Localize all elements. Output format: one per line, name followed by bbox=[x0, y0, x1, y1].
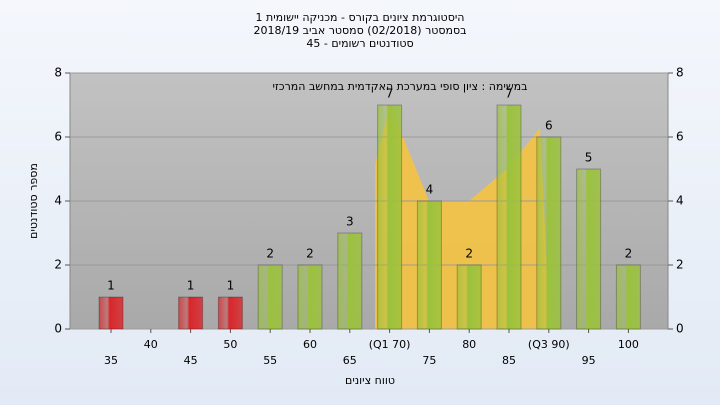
chart-title: היסטוגרמת ציונים בקורס - מכניקה יישומית … bbox=[256, 11, 465, 24]
x-tick-label: 75 bbox=[422, 354, 436, 367]
data-label: 2 bbox=[306, 247, 314, 261]
y-tick-label: 6 bbox=[54, 130, 62, 144]
data-label: 1 bbox=[107, 279, 115, 293]
y-axis-label: מספר סטודנטים bbox=[27, 163, 40, 239]
x-tick-label: 100 bbox=[618, 338, 639, 351]
bar bbox=[297, 264, 323, 330]
bar bbox=[615, 264, 641, 330]
x-axis-label: טווח ציונים bbox=[345, 374, 395, 387]
data-label: 2 bbox=[465, 247, 473, 261]
bar bbox=[217, 296, 243, 330]
data-label: 2 bbox=[266, 247, 274, 261]
bar bbox=[576, 168, 602, 330]
y-tick-label: 0 bbox=[54, 322, 62, 336]
data-label: 5 bbox=[585, 151, 593, 165]
x-tick-label: 80 bbox=[462, 338, 476, 351]
y2-tick-label: 0 bbox=[676, 322, 684, 336]
data-label: 7 bbox=[386, 87, 394, 101]
x-tick-label: (Q1 70) bbox=[369, 338, 411, 351]
chart-subtitle: סטודנטים רשומים - 45 bbox=[306, 37, 413, 50]
x-tick-label: 65 bbox=[343, 354, 357, 367]
y2-tick-label: 4 bbox=[676, 194, 684, 208]
data-label: 4 bbox=[426, 183, 434, 197]
y2-tick-label: 2 bbox=[676, 258, 684, 272]
bar bbox=[456, 264, 482, 330]
y-tick-label: 4 bbox=[54, 194, 62, 208]
y2-tick-label: 6 bbox=[676, 130, 684, 144]
x-tick-label: 85 bbox=[502, 354, 516, 367]
x-tick-label: 45 bbox=[184, 354, 198, 367]
data-label: 3 bbox=[346, 215, 354, 229]
bar bbox=[257, 264, 283, 330]
bar bbox=[496, 104, 522, 330]
data-label: 6 bbox=[545, 119, 553, 133]
x-tick-label: 95 bbox=[582, 354, 596, 367]
chart-subtitle: בסמסטר (02/2018) סמסטר אביב 2018/19 bbox=[253, 24, 466, 37]
x-tick-label: (Q3 90) bbox=[528, 338, 570, 351]
x-tick-label: 55 bbox=[263, 354, 277, 367]
bar bbox=[416, 200, 442, 330]
x-tick-label: 40 bbox=[144, 338, 158, 351]
bar bbox=[337, 232, 363, 330]
data-label: 1 bbox=[227, 279, 235, 293]
data-label: 1 bbox=[187, 279, 195, 293]
bar bbox=[377, 104, 403, 330]
bar bbox=[536, 136, 562, 330]
y-tick-label: 2 bbox=[54, 258, 62, 272]
y-tick-label: 8 bbox=[54, 66, 62, 80]
y2-tick-label: 8 bbox=[676, 66, 684, 80]
x-tick-label: 50 bbox=[223, 338, 237, 351]
x-tick-label: 60 bbox=[303, 338, 317, 351]
bar bbox=[178, 296, 204, 330]
annotation: במשימה : ציון סופי במערכת האקדמית במחשב … bbox=[273, 80, 528, 93]
x-tick-label: 35 bbox=[104, 354, 118, 367]
data-label: 7 bbox=[505, 87, 513, 101]
bar bbox=[98, 296, 124, 330]
data-label: 2 bbox=[625, 247, 633, 261]
